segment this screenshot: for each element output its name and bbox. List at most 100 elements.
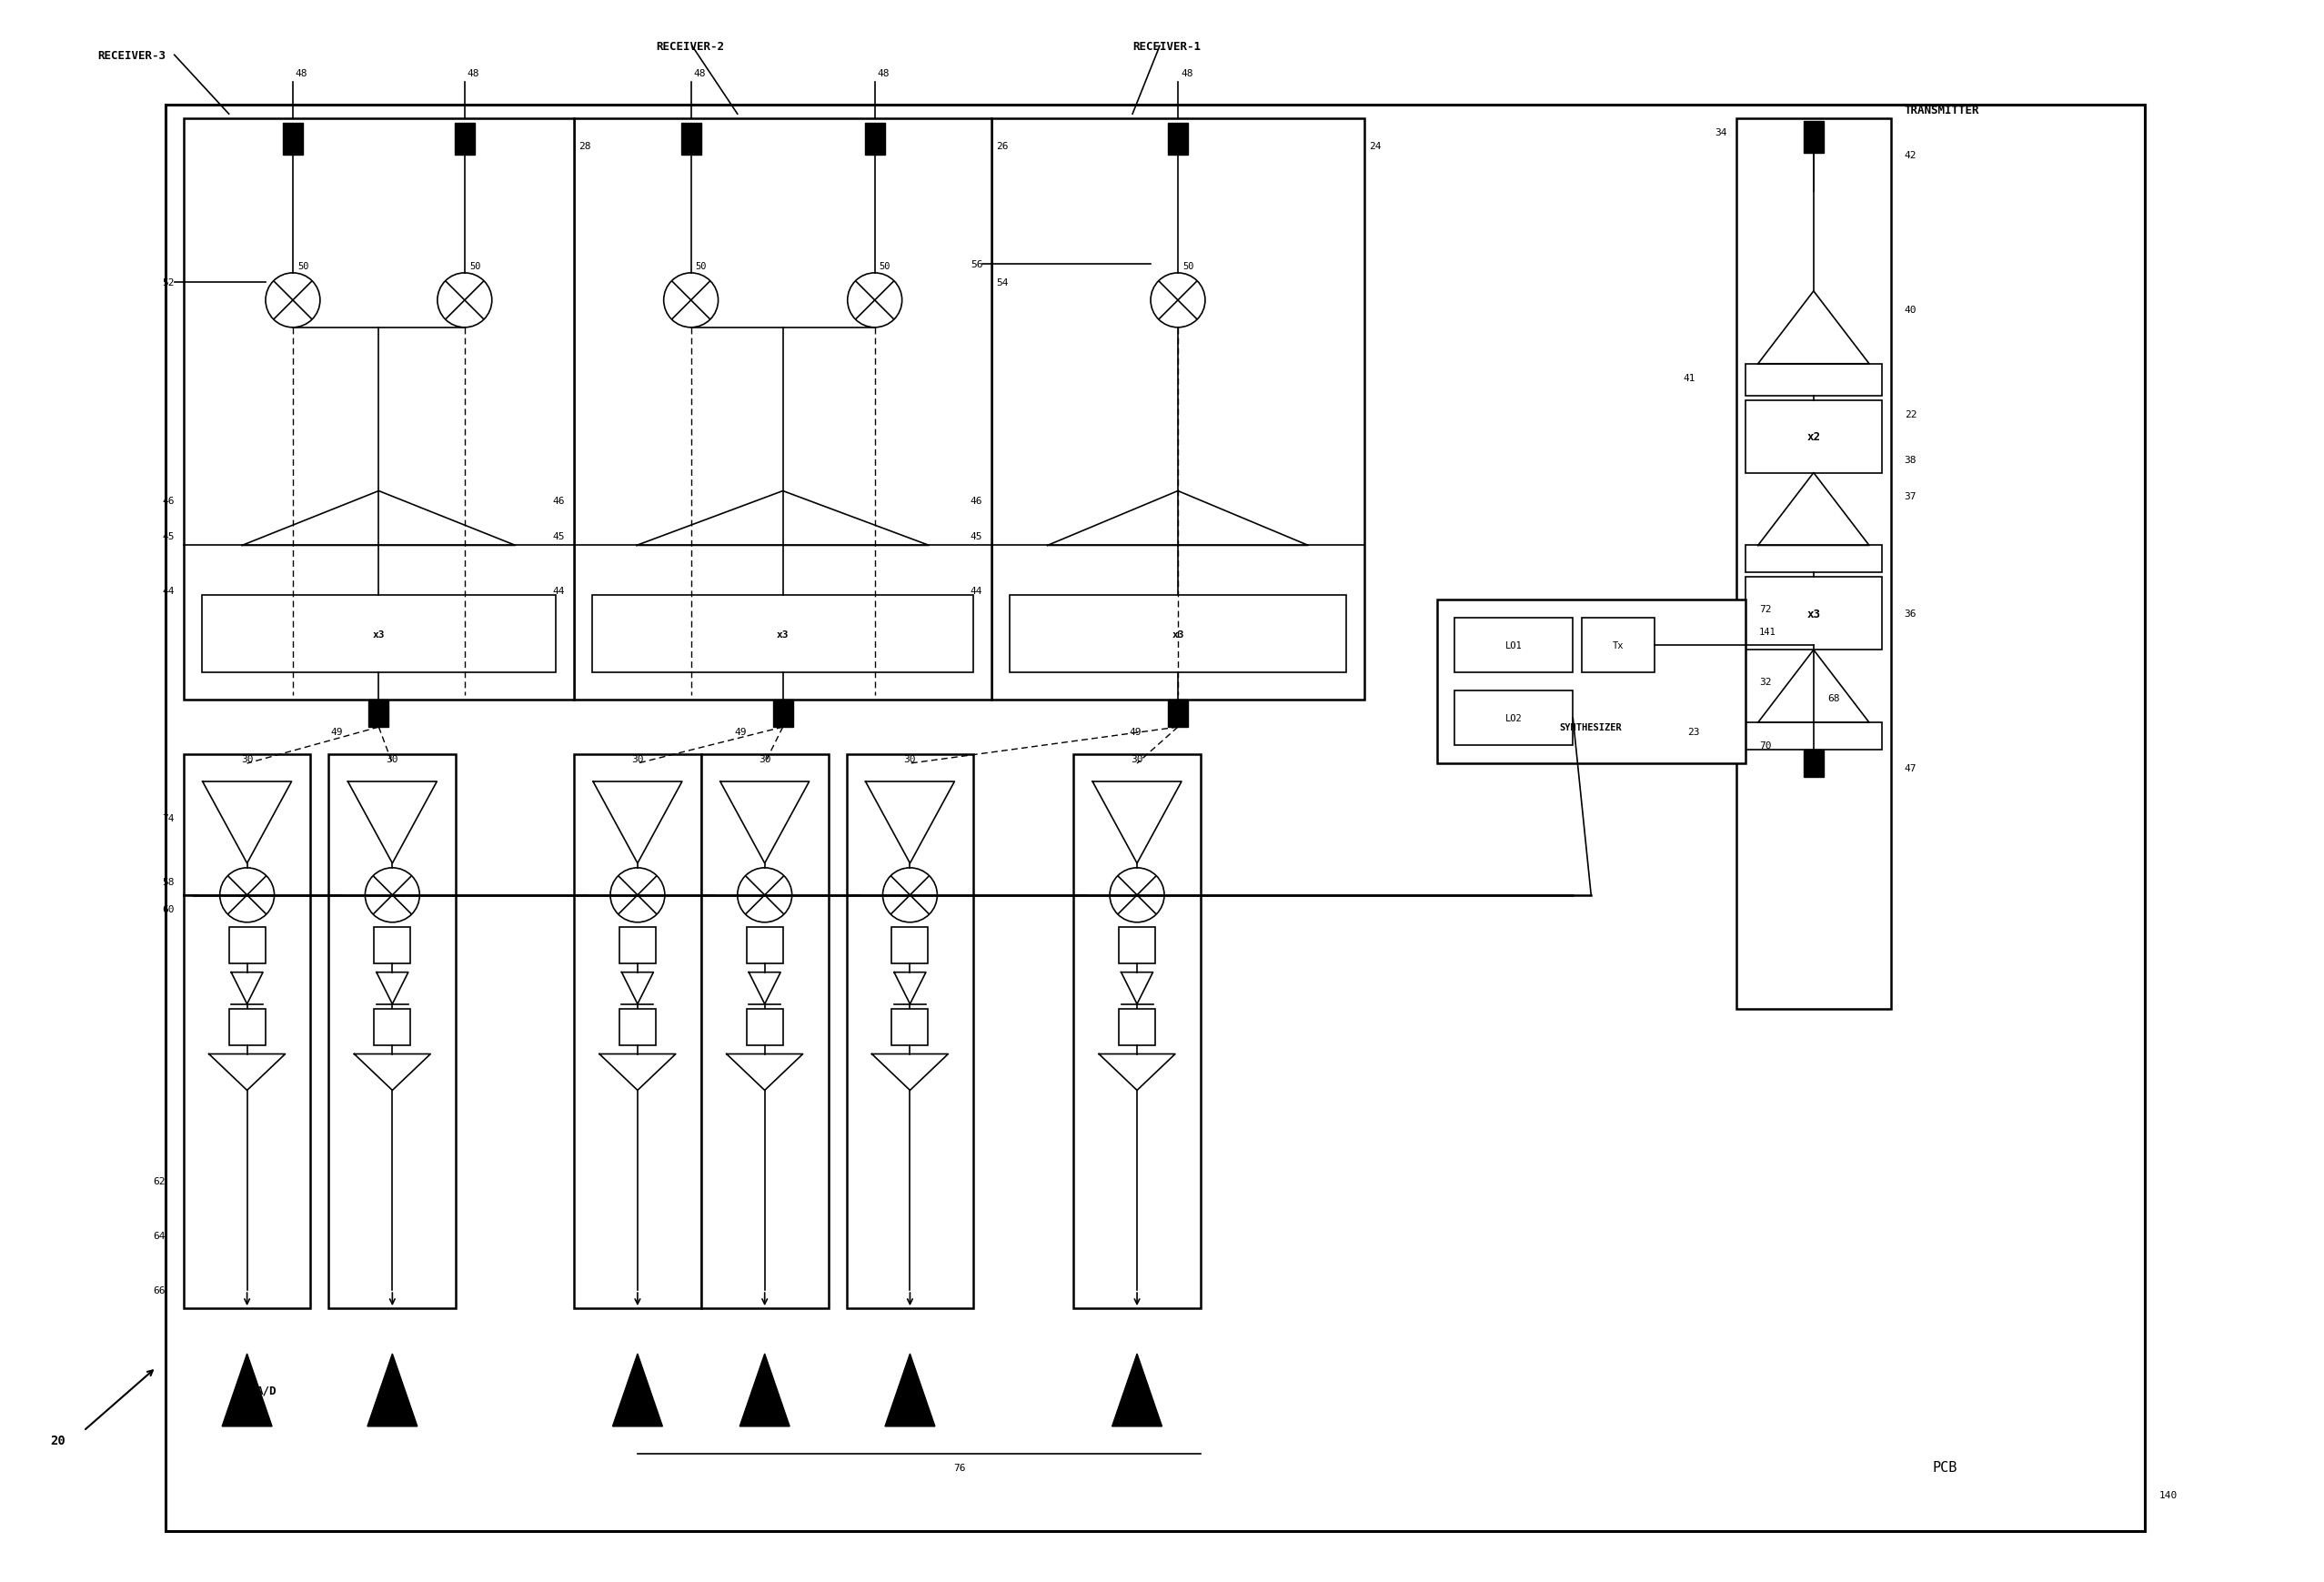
Text: 68: 68 (1827, 693, 1841, 702)
Text: 46: 46 (971, 497, 983, 505)
Text: 46: 46 (163, 497, 174, 505)
Text: 22: 22 (1903, 410, 1917, 419)
Text: 44: 44 (971, 587, 983, 596)
Text: 44: 44 (163, 587, 174, 596)
Text: 26: 26 (997, 142, 1009, 150)
Text: 38: 38 (1903, 456, 1917, 464)
Text: 50: 50 (469, 261, 481, 271)
Text: 24: 24 (1369, 142, 1380, 150)
Text: RECEIVER-1: RECEIVER-1 (1132, 41, 1202, 52)
Bar (1745, 400, 1882, 473)
Text: 36: 36 (1903, 609, 1917, 619)
Text: 72: 72 (1759, 604, 1771, 614)
Text: 45: 45 (971, 532, 983, 541)
Polygon shape (367, 1354, 418, 1427)
Text: 37: 37 (1903, 492, 1917, 500)
Bar (202, 596, 555, 672)
Text: 20: 20 (51, 1433, 65, 1446)
Text: x2: x2 (1806, 430, 1820, 443)
Text: RECEIVER-2: RECEIVER-2 (655, 41, 725, 52)
Text: 46: 46 (553, 497, 565, 505)
Text: 44: 44 (553, 587, 565, 596)
Bar (184, 755, 311, 1308)
Bar (892, 927, 927, 963)
Bar (702, 755, 827, 1308)
Text: 48: 48 (295, 70, 307, 79)
Bar (1745, 723, 1882, 750)
Text: 48: 48 (1181, 70, 1192, 79)
Bar (1118, 927, 1155, 963)
Bar (1745, 546, 1882, 573)
Bar (681, 123, 702, 155)
Bar (1118, 1009, 1155, 1046)
Text: 76: 76 (953, 1463, 967, 1471)
Polygon shape (739, 1354, 790, 1427)
Text: 34: 34 (1715, 128, 1727, 138)
Bar (165, 106, 2145, 1531)
Polygon shape (614, 1354, 662, 1427)
Bar (1803, 122, 1824, 153)
Bar (621, 1009, 655, 1046)
Text: 141: 141 (1759, 628, 1776, 636)
Bar (1745, 577, 1882, 650)
Text: 49: 49 (330, 728, 342, 737)
Text: 54: 54 (997, 278, 1009, 288)
Text: 49: 49 (1129, 728, 1141, 737)
Text: 62: 62 (153, 1177, 165, 1186)
Text: 52: 52 (163, 278, 174, 288)
Text: 30: 30 (1132, 755, 1143, 764)
Bar (328, 755, 456, 1308)
Bar (1436, 601, 1745, 764)
Text: 40: 40 (1903, 305, 1917, 315)
Bar (1011, 596, 1346, 672)
Text: 30: 30 (386, 755, 397, 764)
Bar (228, 1009, 265, 1046)
Text: 50: 50 (695, 261, 706, 271)
Bar (1803, 750, 1824, 777)
Bar (621, 927, 655, 963)
Text: 48: 48 (878, 70, 890, 79)
Bar (284, 123, 302, 155)
Bar (746, 927, 783, 963)
Bar (370, 701, 388, 728)
Bar (865, 123, 885, 155)
Text: 47: 47 (1903, 764, 1917, 774)
Text: 74: 74 (163, 813, 174, 823)
Text: 30: 30 (632, 755, 644, 764)
Bar (184, 119, 574, 701)
Polygon shape (223, 1354, 272, 1427)
Text: 48: 48 (693, 70, 706, 79)
Bar (1583, 619, 1655, 672)
Text: LO2: LO2 (1506, 713, 1522, 723)
Bar (1169, 701, 1188, 728)
Bar (1455, 619, 1573, 672)
Text: 50: 50 (878, 261, 890, 271)
Text: 48: 48 (467, 70, 479, 79)
Text: 28: 28 (579, 142, 590, 150)
Text: 30: 30 (758, 755, 772, 764)
Polygon shape (885, 1354, 934, 1427)
Text: 32: 32 (1759, 677, 1771, 687)
Text: 49: 49 (734, 728, 746, 737)
Bar (574, 755, 702, 1308)
Bar (574, 119, 992, 701)
Bar (228, 927, 265, 963)
Bar (374, 927, 411, 963)
Text: 42: 42 (1903, 150, 1917, 160)
Text: x3: x3 (776, 630, 788, 639)
Bar (1736, 119, 1892, 1009)
Bar (992, 119, 1364, 701)
Text: x3: x3 (1806, 607, 1820, 620)
Bar (374, 1009, 411, 1046)
Bar (1455, 691, 1573, 745)
Bar (846, 755, 974, 1308)
Text: SYNTHESIZER: SYNTHESIZER (1559, 723, 1622, 732)
Text: A/D: A/D (256, 1384, 277, 1395)
Text: x3: x3 (372, 630, 386, 639)
Text: 64: 64 (153, 1231, 165, 1240)
Text: PCB: PCB (1934, 1460, 1957, 1474)
Text: 58: 58 (163, 878, 174, 886)
Bar (1074, 755, 1202, 1308)
Text: 50: 50 (297, 261, 309, 271)
Text: Tx: Tx (1613, 641, 1624, 650)
